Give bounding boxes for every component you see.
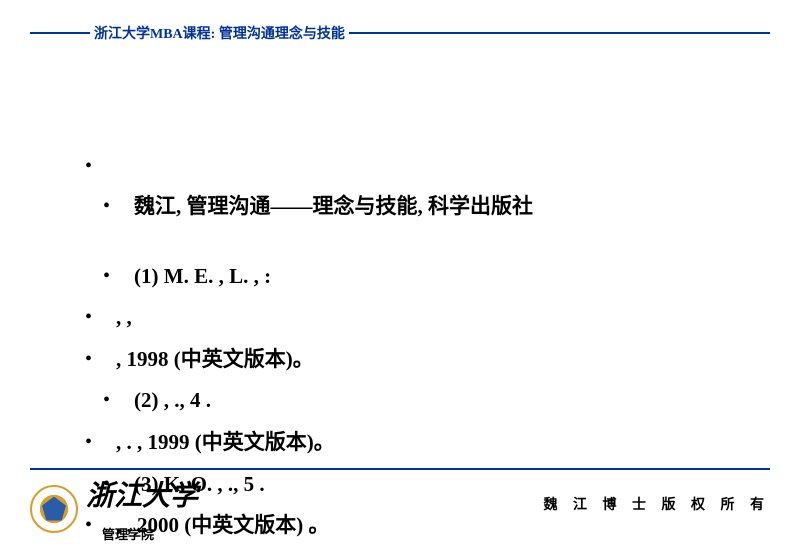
header-line-left [30,32,90,34]
bullet-text: (2) , ., 4 . [134,384,211,418]
footer-divider [30,468,770,470]
bullet-text: , , [116,301,132,335]
footer-left: 浙江大学 管理学院 [30,474,198,543]
bullet-item: • , , [85,301,740,335]
bullet-item: • (2) , ., 4 . [85,384,740,418]
bullet-marker: • [85,301,92,333]
header-title: 浙江大学MBA课程: 管理沟通理念与技能 [90,23,349,43]
bullet-marker: • [103,384,110,416]
bullet-item [85,232,740,252]
university-name: 浙江大学 [86,474,198,514]
bullet-text: , 1998 (中英文版本)。 [116,343,314,377]
bullet-marker: • [103,260,110,292]
bullet-text: 魏江, 管理沟通——理念与技能, 科学出版社 [134,190,533,224]
footer-content: 浙江大学 管理学院 魏 江 博 士 版 权 所 有 [30,474,770,543]
bullet-item: • [85,150,740,182]
bullet-item: • , 1998 (中英文版本)。 [85,343,740,377]
bullet-text: (1) M. E. , L. , : [134,260,271,294]
copyright-text: 魏 江 博 士 版 权 所 有 [544,494,771,514]
bullet-marker: • [103,190,110,222]
bullet-item: • 魏江, 管理沟通——理念与技能, 科学出版社 [85,190,740,224]
bullet-text: , . , 1999 (中英文版本)。 [116,426,335,460]
bullet-marker: • [85,150,92,182]
header-divider: 浙江大学MBA课程: 管理沟通理念与技能 [30,32,770,34]
college-name: 管理学院 [102,524,198,543]
footer: 浙江大学 管理学院 魏 江 博 士 版 权 所 有 [30,468,770,543]
bullet-item: • (1) M. E. , L. , : [85,260,740,294]
header-line-right [349,32,770,34]
university-logo-icon [30,485,78,533]
bullet-marker: • [85,426,92,458]
bullet-item: • , . , 1999 (中英文版本)。 [85,426,740,460]
bullet-marker: • [85,343,92,375]
